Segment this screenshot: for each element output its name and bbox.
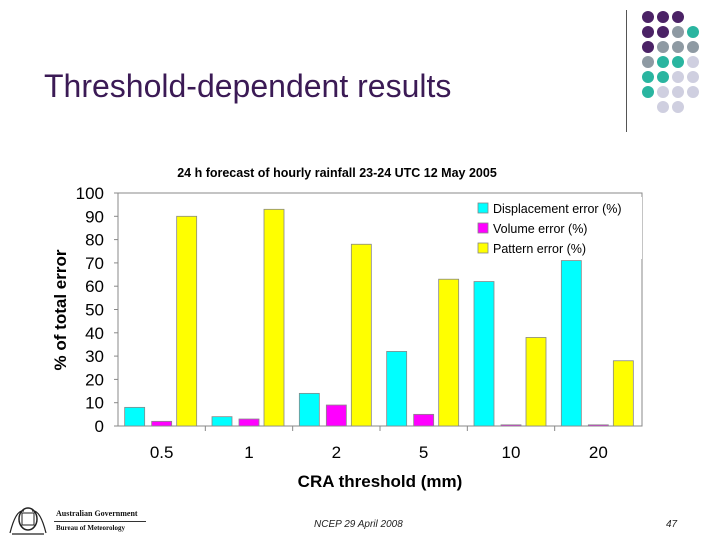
bar-pattern xyxy=(438,278,460,427)
y-axis-label: % of total error xyxy=(51,249,70,370)
decorative-dot xyxy=(642,26,654,38)
logo-rule xyxy=(54,521,146,522)
coat-of-arms-icon xyxy=(9,507,47,535)
legend-label: Pattern error (%) xyxy=(493,242,586,256)
bar-volume xyxy=(587,424,609,427)
decorative-dot xyxy=(672,86,684,98)
bar-volume xyxy=(500,424,522,427)
decorative-dot xyxy=(657,41,669,53)
x-tick-label: 2 xyxy=(332,443,341,462)
decorative-dot xyxy=(642,41,654,53)
title-divider xyxy=(626,10,627,132)
y-tick-label: 0 xyxy=(95,417,104,436)
decorative-dot xyxy=(642,86,654,98)
legend-label: Volume error (%) xyxy=(493,222,587,236)
decorative-dot xyxy=(687,71,699,83)
x-tick-label: 1 xyxy=(244,443,253,462)
decorative-dot xyxy=(642,71,654,83)
decorative-dot xyxy=(672,41,684,53)
bar-volume xyxy=(151,420,173,427)
y-tick-label: 80 xyxy=(85,231,104,250)
bar-displacement xyxy=(386,351,408,427)
decorative-dot xyxy=(657,86,669,98)
x-tick-label: 20 xyxy=(589,443,608,462)
bar-displacement xyxy=(560,260,582,427)
bar-displacement xyxy=(124,406,146,427)
decorative-dot xyxy=(657,56,669,68)
legend-swatch xyxy=(477,202,489,214)
slide-title: Threshold-dependent results xyxy=(44,68,452,104)
y-tick-label: 70 xyxy=(85,254,104,273)
decorative-dot xyxy=(687,41,699,53)
decorative-dot xyxy=(672,11,684,23)
decorative-dot xyxy=(642,56,654,68)
decorative-dot xyxy=(657,101,669,113)
bar-volume xyxy=(238,418,260,427)
y-tick-label: 60 xyxy=(85,277,104,296)
legend-swatch xyxy=(477,242,489,254)
legend-box xyxy=(474,197,642,259)
decorative-dot xyxy=(687,26,699,38)
decorative-dot xyxy=(672,26,684,38)
y-tick-label: 50 xyxy=(85,301,104,320)
logo-line1: Australian Government xyxy=(56,509,138,518)
bar-pattern xyxy=(612,360,634,427)
legend-label: Displacement error (%) xyxy=(493,202,622,216)
bar-pattern xyxy=(176,215,198,427)
legend-swatch xyxy=(477,222,489,234)
y-tick-label: 40 xyxy=(85,324,104,343)
bar-displacement xyxy=(298,392,320,427)
chart-title: 24 h forecast of hourly rainfall 23-24 U… xyxy=(177,166,497,180)
decorative-dot xyxy=(672,71,684,83)
footer-date: NCEP 29 April 2008 xyxy=(314,519,403,530)
decorative-dot xyxy=(672,56,684,68)
bar-pattern xyxy=(525,337,547,427)
decorative-dot xyxy=(687,86,699,98)
y-tick-label: 90 xyxy=(85,207,104,226)
decorative-dot xyxy=(672,101,684,113)
decorative-dot xyxy=(657,71,669,83)
decorative-dot xyxy=(657,11,669,23)
decorative-dot-grid xyxy=(642,11,699,113)
decorative-dot xyxy=(657,26,669,38)
x-axis-label: CRA threshold (mm) xyxy=(298,472,463,491)
bom-logo: Australian Government Bureau of Meteorol… xyxy=(6,503,156,537)
bar-displacement xyxy=(473,281,495,427)
bar-volume xyxy=(413,413,435,427)
bar-volume xyxy=(325,404,347,427)
y-tick-label: 10 xyxy=(85,394,104,413)
logo-line2: Bureau of Meteorology xyxy=(56,524,125,532)
bar-pattern xyxy=(263,208,285,427)
decorative-dot xyxy=(642,11,654,23)
x-tick-label: 10 xyxy=(502,443,521,462)
decorative-dot xyxy=(687,56,699,68)
x-tick-label: 0.5 xyxy=(150,443,174,462)
y-tick-label: 20 xyxy=(85,370,104,389)
x-tick-label: 5 xyxy=(419,443,428,462)
bar-pattern xyxy=(350,243,372,427)
y-tick-label: 100 xyxy=(76,184,104,203)
bar-displacement xyxy=(211,416,233,427)
error-bar-chart: 24 h forecast of hourly rainfall 23-24 U… xyxy=(51,166,643,491)
y-tick-label: 30 xyxy=(85,347,104,366)
page-number: 47 xyxy=(666,519,678,530)
